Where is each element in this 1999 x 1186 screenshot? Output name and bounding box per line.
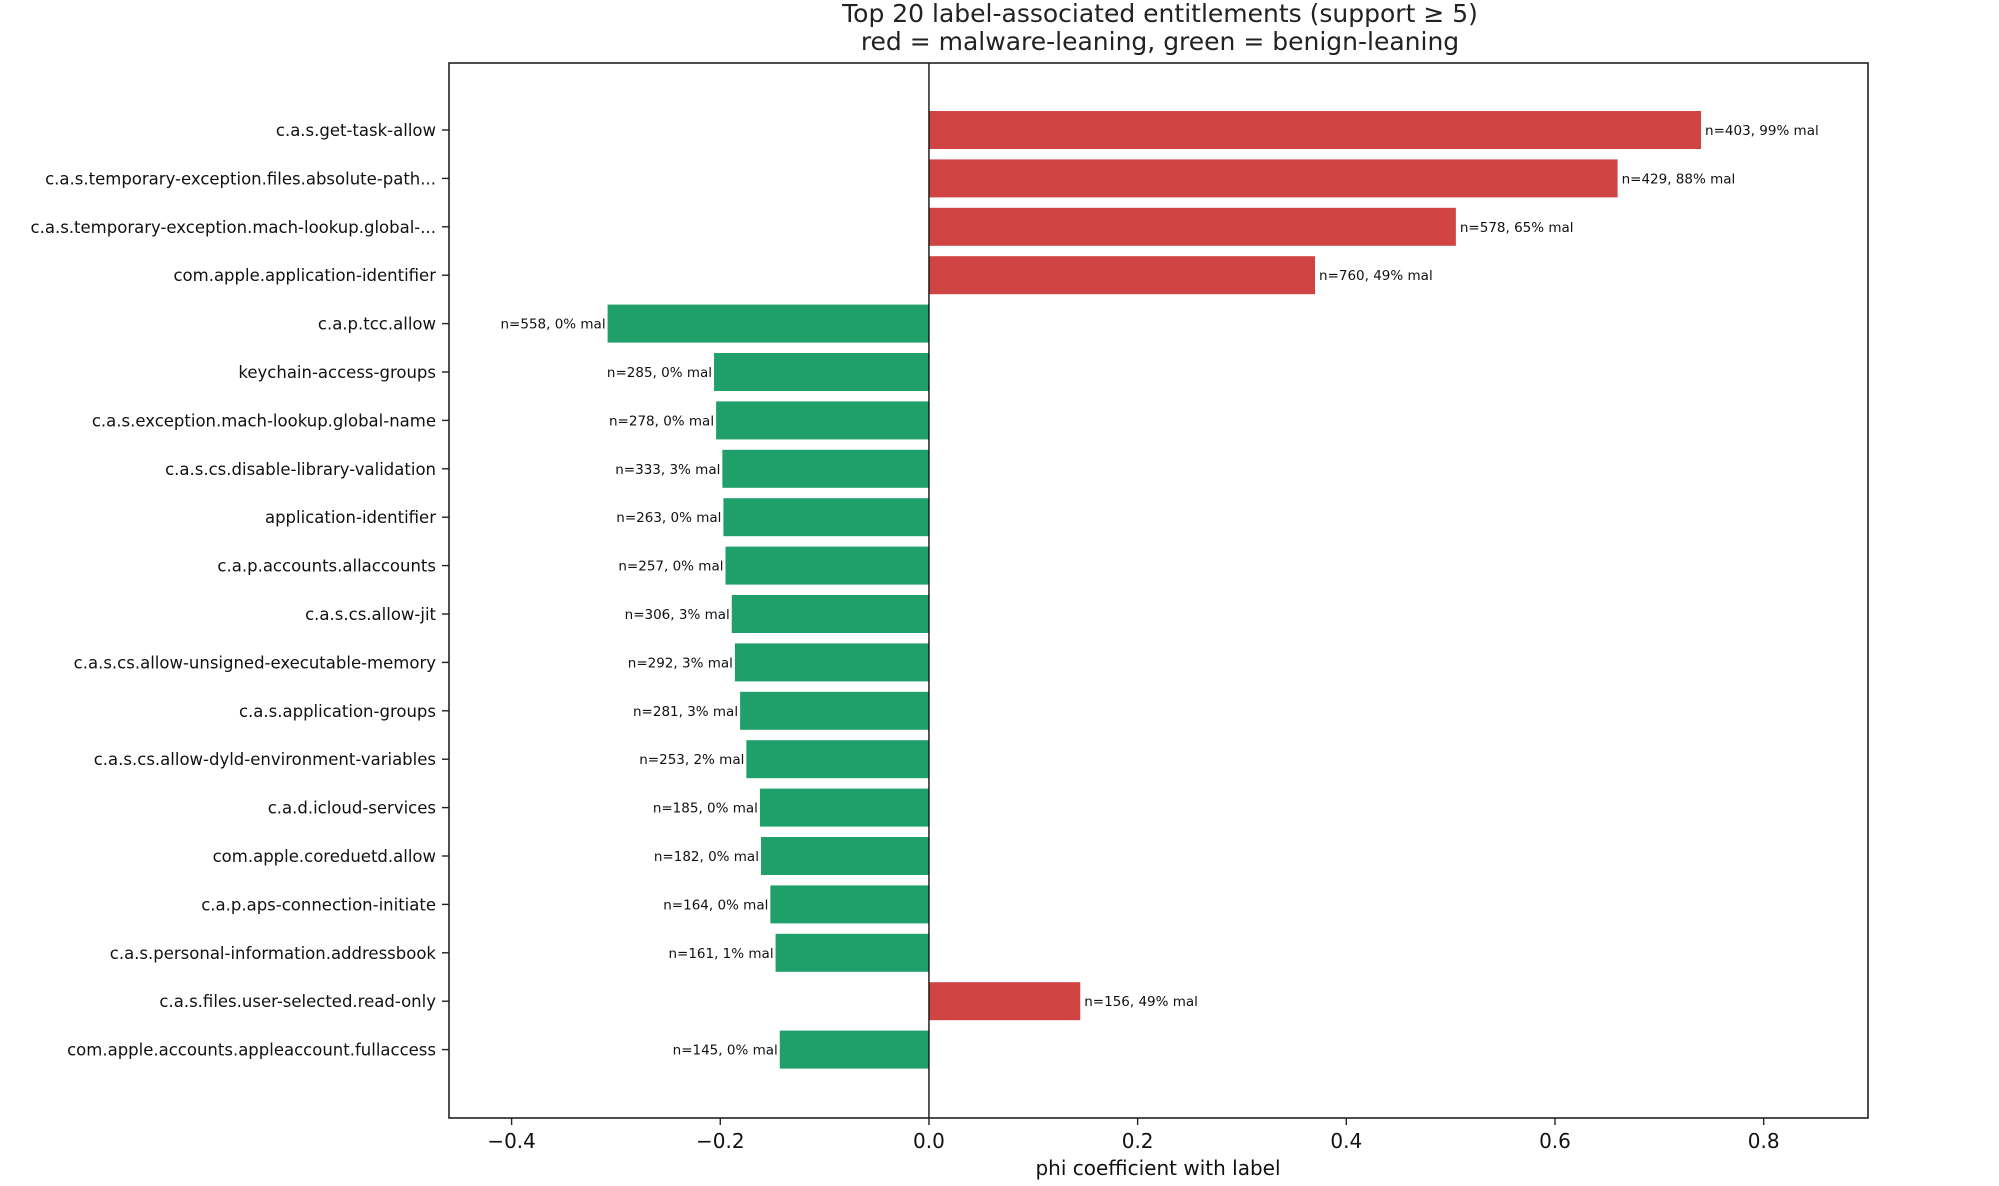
bar xyxy=(734,643,929,682)
bar xyxy=(759,788,929,827)
x-tick-label: 0.4 xyxy=(1330,1129,1362,1153)
y-tick-label: c.a.s.personal-information.addressbook xyxy=(110,944,437,963)
y-tick-label: com.apple.coreduetd.allow xyxy=(213,847,436,866)
chart-subtitle: red = malware-leaning, green = benign-le… xyxy=(861,27,1459,56)
plot-frame xyxy=(448,62,1869,1119)
bar xyxy=(928,982,1081,1021)
y-tick-label: c.a.s.cs.allow-dyld-environment-variable… xyxy=(94,750,436,769)
y-tick-label: c.a.p.accounts.allaccounts xyxy=(217,557,436,576)
bars-group: n=403, 99% mal n=429, 88% mal n=578, 65% m… xyxy=(500,111,1819,1069)
bar-data-label: n=333, 3% mal xyxy=(615,462,720,478)
bar xyxy=(740,691,929,730)
bar xyxy=(928,207,1456,246)
bar xyxy=(722,449,929,488)
x-tick-label: −0.4 xyxy=(487,1129,536,1153)
x-ticks-group: −0.4 −0.2 0.0 0.2 0.4 0.6 0.8 xyxy=(487,1118,1780,1153)
bar-data-label: n=292, 3% mal xyxy=(628,655,733,671)
chart-title: Top 20 label-associated entitlements (su… xyxy=(841,0,1478,28)
bar xyxy=(725,546,929,585)
x-tick-label: 0.2 xyxy=(1122,1129,1154,1153)
bar xyxy=(770,885,929,924)
bar-data-label: n=161, 1% mal xyxy=(668,946,773,962)
bar-data-label: n=257, 0% mal xyxy=(618,559,723,575)
x-tick-label: 0.8 xyxy=(1748,1129,1780,1153)
bar xyxy=(746,740,929,779)
bar xyxy=(716,401,929,440)
bar xyxy=(928,159,1618,198)
bar-data-label: n=285, 0% mal xyxy=(607,365,712,381)
y-tick-label: c.a.p.aps-connection-initiate xyxy=(201,895,436,914)
x-axis-label: phi coefficient with label xyxy=(1035,1156,1280,1180)
bar-data-label: n=182, 0% mal xyxy=(654,849,759,865)
bar-data-label: n=145, 0% mal xyxy=(673,1043,778,1059)
bar-data-label: n=253, 2% mal xyxy=(639,752,744,768)
bar xyxy=(760,837,929,875)
bar-data-label: n=578, 65% mal xyxy=(1460,220,1574,236)
category-labels-group: c.a.s.get-task-allow c.a.s.temporary-exce… xyxy=(31,121,449,1060)
y-tick-label: c.a.s.cs.allow-unsigned-executable-memor… xyxy=(74,653,437,672)
bar xyxy=(714,353,929,391)
x-tick-label: 0.6 xyxy=(1539,1129,1571,1153)
bar-data-label: n=263, 0% mal xyxy=(616,510,721,526)
bar-data-label: n=278, 0% mal xyxy=(609,413,714,429)
y-tick-label: application-identifier xyxy=(265,508,436,527)
y-tick-label: com.apple.accounts.appleaccount.fullacce… xyxy=(67,1041,436,1060)
bar-data-label: n=156, 49% mal xyxy=(1084,994,1198,1010)
bar xyxy=(723,498,929,537)
x-tick-label: 0.0 xyxy=(913,1129,945,1153)
bar xyxy=(928,111,1702,149)
y-tick-label: c.a.s.exception.mach-lookup.global-name xyxy=(92,411,436,430)
y-tick-label: c.a.s.temporary-exception.files.absolute… xyxy=(45,169,436,188)
bar-data-label: n=429, 88% mal xyxy=(1622,171,1736,187)
y-tick-label: c.a.s.cs.allow-jit xyxy=(305,605,436,624)
y-tick-label: c.a.d.icloud-services xyxy=(268,799,436,818)
bar xyxy=(779,1030,929,1069)
x-tick-label: −0.2 xyxy=(696,1129,745,1153)
bar xyxy=(731,595,929,633)
bar-data-label: n=281, 3% mal xyxy=(633,704,738,720)
bar-data-label: n=306, 3% mal xyxy=(625,607,730,623)
y-tick-label: c.a.s.files.user-selected.read-only xyxy=(159,992,436,1011)
bar-data-label: n=403, 99% mal xyxy=(1705,123,1819,139)
bar xyxy=(928,256,1316,295)
bar xyxy=(607,304,929,343)
bar-data-label: n=164, 0% mal xyxy=(663,897,768,913)
bar-data-label: n=760, 49% mal xyxy=(1319,268,1433,284)
y-tick-label: c.a.p.tcc.allow xyxy=(318,315,436,334)
y-tick-label: keychain-access-groups xyxy=(238,363,436,382)
y-tick-label: com.apple.application-identifier xyxy=(173,266,436,285)
bar-data-label: n=185, 0% mal xyxy=(653,801,758,817)
y-tick-label: c.a.s.get-task-allow xyxy=(276,121,436,140)
y-tick-label: c.a.s.temporary-exception.mach-lookup.gl… xyxy=(31,218,436,237)
bar-data-label: n=558, 0% mal xyxy=(500,317,605,333)
y-tick-label: c.a.s.application-groups xyxy=(239,702,436,721)
bar xyxy=(775,933,929,972)
y-tick-label: c.a.s.cs.disable-library-validation xyxy=(165,460,436,479)
